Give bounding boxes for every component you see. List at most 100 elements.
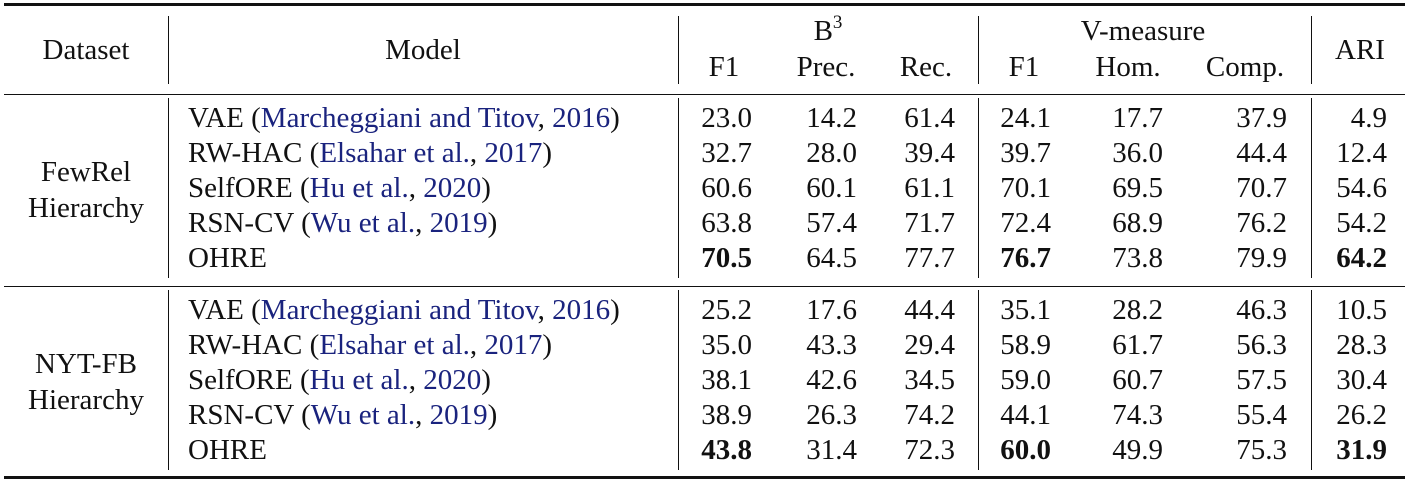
score-cell: 79.9 <box>1236 242 1287 274</box>
score-cell: 44.4 <box>904 294 955 326</box>
vrule-model-b3 <box>678 98 680 278</box>
dataset-label-line: Hierarchy <box>28 192 144 224</box>
cite-paren: ( <box>302 329 320 361</box>
score-cell: 10.5 <box>1336 294 1387 326</box>
subheader-prec: Prec. <box>796 51 856 83</box>
score-cell: 17.7 <box>1112 102 1163 134</box>
score-cell: 43.3 <box>806 329 857 361</box>
subheader-rec: Rec. <box>899 51 953 83</box>
header-b3-group: B3 <box>814 13 843 48</box>
score-cell: 29.4 <box>904 329 955 361</box>
cite-sep: , <box>469 329 485 361</box>
score-cell: 28.3 <box>1336 329 1387 361</box>
model-label: RW-HAC <box>188 329 303 361</box>
vrule-vm-ari <box>1311 290 1313 470</box>
vrule-vm-ari <box>1311 16 1313 84</box>
score-cell: 30.4 <box>1336 364 1387 396</box>
score-cell: 14.2 <box>806 102 857 134</box>
citation-authors: Marcheggiani and Titov <box>260 294 538 326</box>
group-rule <box>4 286 1405 288</box>
score-cell: 57.5 <box>1236 364 1287 396</box>
citation-authors: Wu et al. <box>310 399 416 431</box>
dataset-label: NYT-FB Hierarchy <box>28 346 144 418</box>
model-name: SelfORE (Hu et al., 2020) <box>188 363 491 397</box>
score-cell: 39.7 <box>1000 137 1051 169</box>
citation-year: 2020 <box>423 364 482 396</box>
cite-paren: ) <box>487 399 498 431</box>
header-vm-group: V-measure <box>1080 15 1206 47</box>
citation-year: 2017 <box>484 137 543 169</box>
cite-paren: ) <box>487 207 498 239</box>
score-cell: 77.7 <box>904 242 955 274</box>
model-name: VAE (Marcheggiani and Titov, 2016) <box>188 101 620 135</box>
header-model: Model <box>385 34 461 66</box>
cite-paren: ) <box>610 102 620 134</box>
score-cell: 32.7 <box>701 137 752 169</box>
cite-paren: ( <box>243 294 261 326</box>
cite-sep: , <box>415 399 430 431</box>
model-name: OHRE <box>188 241 267 275</box>
cite-paren: ) <box>542 137 553 169</box>
score-cell: 17.6 <box>806 294 857 326</box>
cite-sep: , <box>408 364 424 396</box>
score-cell: 36.0 <box>1112 137 1163 169</box>
vrule-b3-vm <box>978 98 980 278</box>
score-cell: 60.1 <box>806 172 857 204</box>
citation-year: 2019 <box>429 207 488 239</box>
model-name: VAE (Marcheggiani and Titov, 2016) <box>188 293 620 327</box>
score-cell: 60.0 <box>1000 434 1051 466</box>
score-cell: 57.4 <box>806 207 857 239</box>
citation-authors: Wu et al. <box>310 207 416 239</box>
cite-paren: ) <box>481 172 491 204</box>
score-cell: 74.3 <box>1112 399 1163 431</box>
score-cell: 56.3 <box>1236 329 1287 361</box>
score-cell: 72.4 <box>1000 207 1051 239</box>
citation-year: 2016 <box>552 294 611 326</box>
score-cell: 49.9 <box>1112 434 1163 466</box>
vrule-b3-vm <box>978 16 980 84</box>
score-cell: 44.4 <box>1236 137 1287 169</box>
cite-paren: ( <box>292 364 310 396</box>
score-cell: 72.3 <box>904 434 955 466</box>
citation-authors: Hu et al. <box>309 364 409 396</box>
subheader-f1: F1 <box>708 51 740 83</box>
bottom-rule <box>4 476 1405 479</box>
model-name: RW-HAC (Elsahar et al., 2017) <box>188 328 552 362</box>
score-cell: 38.9 <box>701 399 752 431</box>
dataset-label-line: NYT-FB <box>34 348 138 380</box>
score-cell: 61.7 <box>1112 329 1163 361</box>
model-label: OHRE <box>188 434 267 466</box>
dataset-label-line: FewRel <box>40 156 132 188</box>
cite-paren: ( <box>243 102 261 134</box>
score-cell: 43.8 <box>701 434 752 466</box>
dataset-label: FewRel Hierarchy <box>28 154 144 226</box>
model-label: RSN-CV <box>188 207 294 239</box>
score-cell: 60.6 <box>701 172 752 204</box>
score-cell: 58.9 <box>1000 329 1051 361</box>
citation-year: 2016 <box>552 102 611 134</box>
vrule-dataset-model <box>168 290 170 470</box>
score-cell: 70.1 <box>1000 172 1051 204</box>
vrule-model-b3 <box>678 16 680 84</box>
citation-year: 2020 <box>423 172 482 204</box>
score-cell: 55.4 <box>1236 399 1287 431</box>
model-label: VAE <box>188 294 244 326</box>
score-cell: 68.9 <box>1112 207 1163 239</box>
vrule-model-b3 <box>678 290 680 470</box>
citation-authors: Elsahar et al. <box>319 329 470 361</box>
header-rule <box>4 94 1405 96</box>
score-cell: 61.4 <box>904 102 955 134</box>
subheader-hom: Hom. <box>1095 51 1161 83</box>
model-name: RW-HAC (Elsahar et al., 2017) <box>188 136 552 170</box>
score-cell: 60.7 <box>1112 364 1163 396</box>
score-cell: 24.1 <box>1000 102 1051 134</box>
score-cell: 44.1 <box>1000 399 1051 431</box>
score-cell: 54.6 <box>1336 172 1387 204</box>
header-ari: ARI <box>1335 34 1385 66</box>
cite-sep: , <box>537 294 553 326</box>
score-cell: 28.0 <box>806 137 857 169</box>
header-dataset: Dataset <box>42 34 130 66</box>
score-cell: 39.4 <box>904 137 955 169</box>
score-cell: 54.2 <box>1336 207 1387 239</box>
cite-paren: ( <box>292 172 310 204</box>
